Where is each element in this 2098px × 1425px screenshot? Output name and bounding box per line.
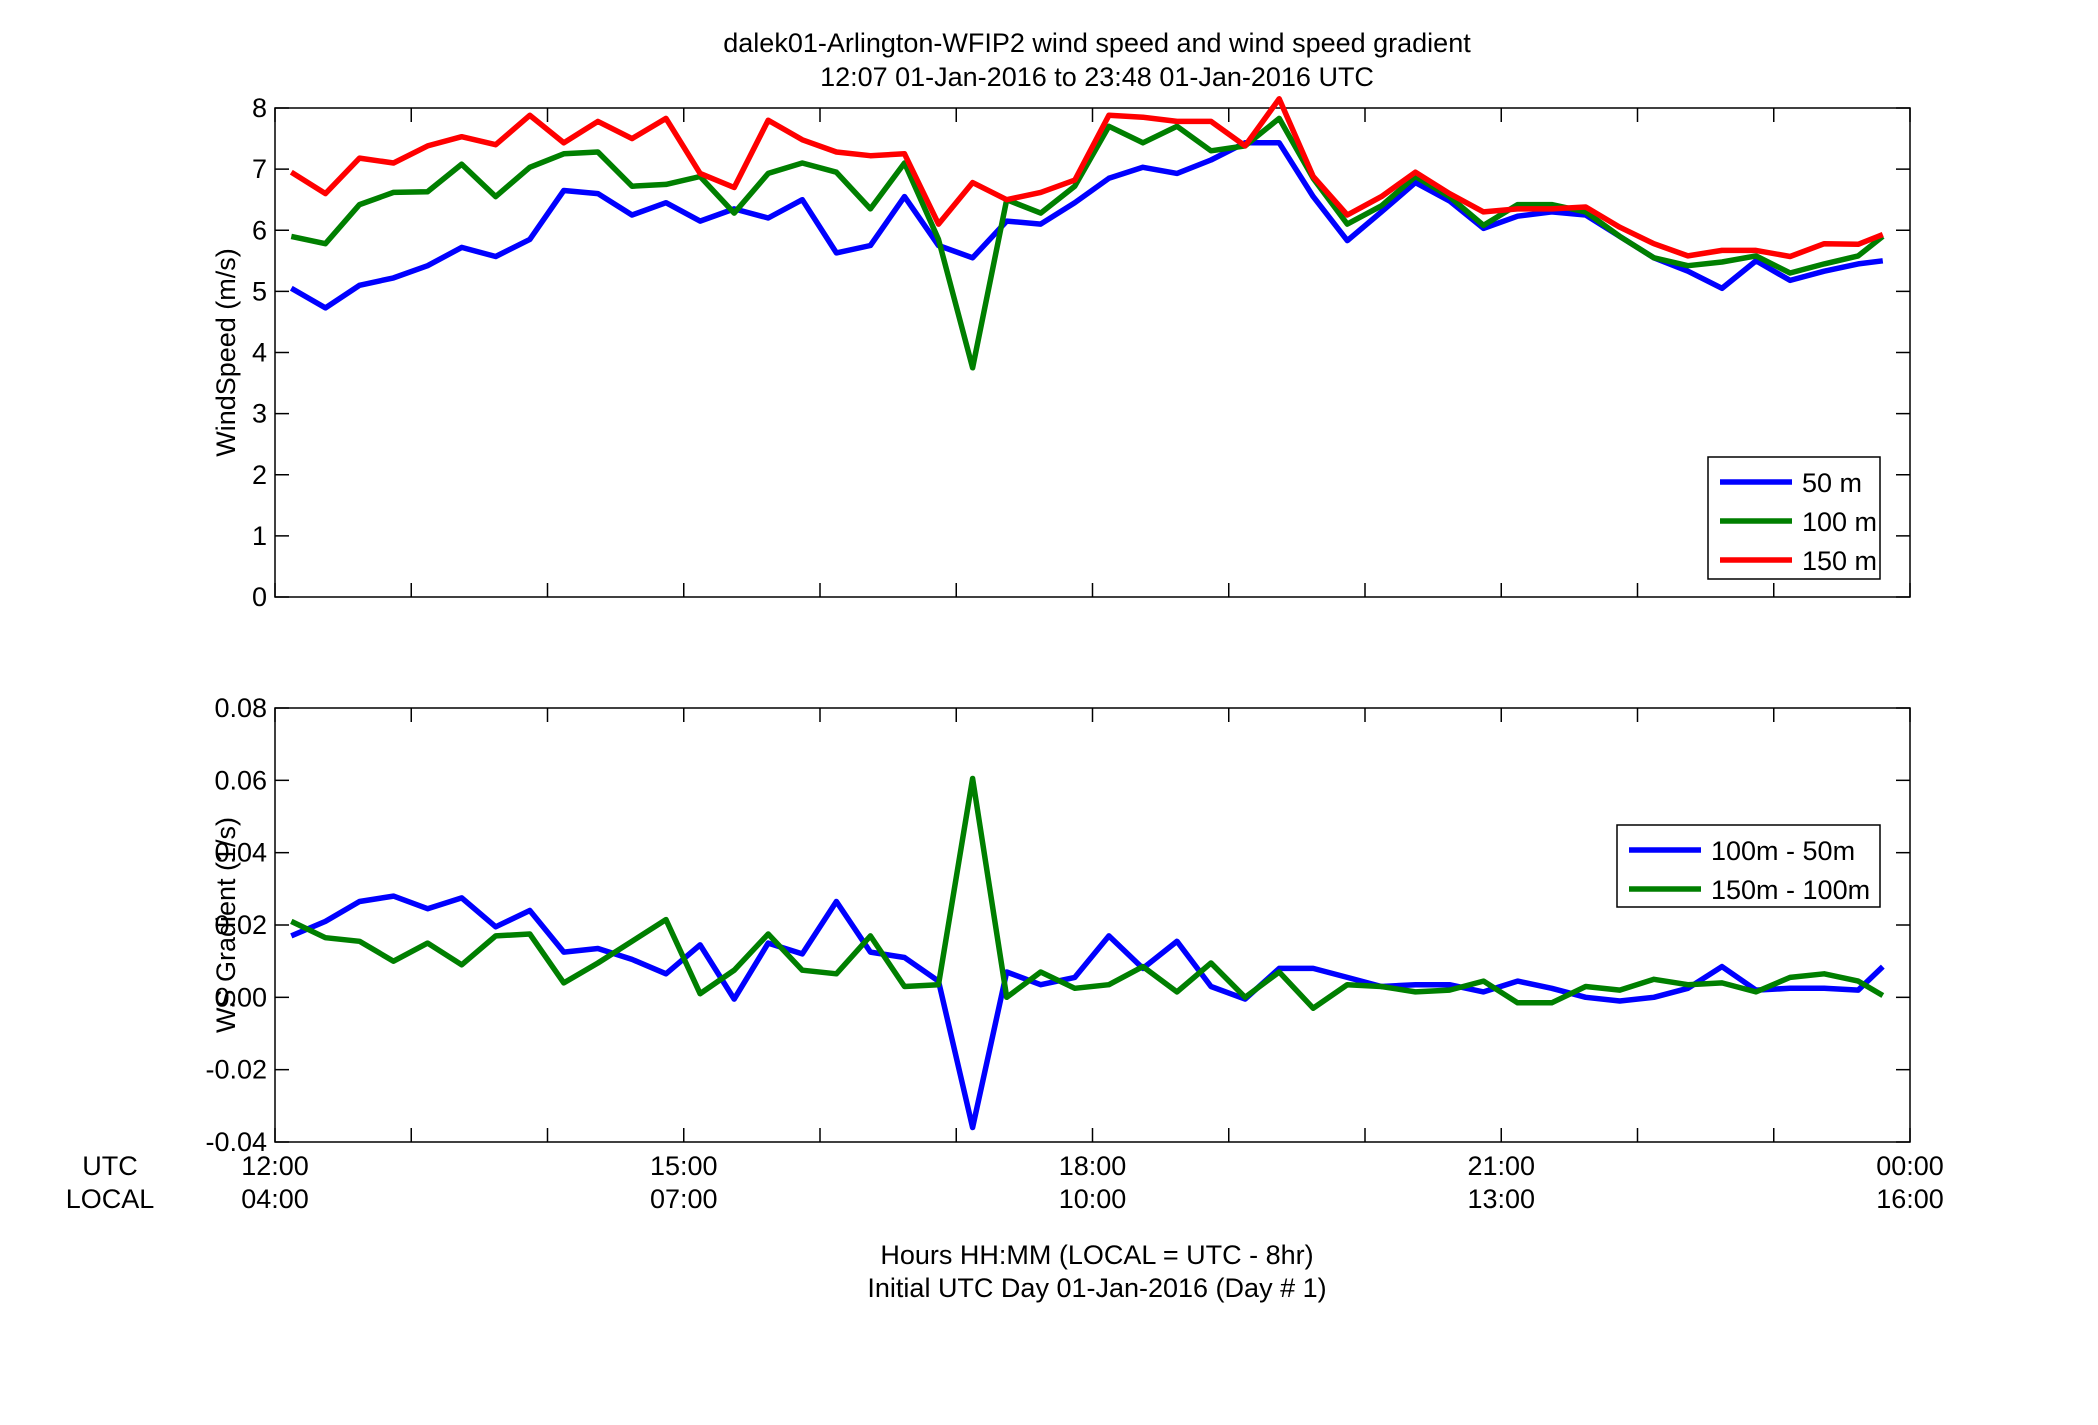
local-tick-label: 16:00 [1876,1184,1944,1214]
wind-speed-panel: 0 1 2 3 4 5 6 7 8 WindSpeed (m/s) 50 m 100 m 150 m [211,93,1911,612]
chart-title-line1: dalek01-Arlington-WFIP2 wind speed and w… [723,28,1471,58]
speed-y-tick-label: 8 [252,93,267,123]
local-row-label: LOCAL [66,1184,155,1214]
gradient-series-line-1 [290,893,1885,1131]
speed-y-tick-label: 4 [252,338,267,368]
speed-y-tick-label: 0 [252,582,267,612]
local-tick-label: 10:00 [1059,1184,1127,1214]
utc-row-label: UTC [82,1151,138,1181]
gradient-y-tick-label: 0.04 [214,838,267,868]
gradient-y-tick-label: -0.02 [205,1055,267,1085]
speed-y-tick-label: 6 [252,215,267,245]
gradient-y-tick-label: 0.02 [214,910,267,940]
gradient-y-tick-label: 0.06 [214,765,267,795]
gradient-y-axis-label: WS Gradient (1/s) [211,817,241,1033]
speed-series-line-2 [290,115,1885,371]
speed-plot-area [274,107,1911,598]
local-tick-label: 13:00 [1467,1184,1535,1214]
speed-y-tick-label: 5 [252,276,267,306]
wind-gradient-panel: -0.04 -0.02 0.00 0.02 0.04 0.06 0.08 WS Gradien… [205,693,1911,1157]
speed-series-line-3 [289,96,1884,260]
gradient-y-tick-label: -0.04 [205,1127,267,1157]
x-axis-label-line1: Hours HH:MM (LOCAL = UTC - 8hr) [880,1240,1313,1270]
utc-tick-label: 12:00 [241,1151,309,1181]
speed-legend-label: 100 m [1802,507,1877,537]
gradient-legend: 100m - 50m 150m - 100m [1616,824,1881,908]
local-tick-label: 07:00 [650,1184,718,1214]
speed-legend-label: 50 m [1802,468,1862,498]
speed-y-tick-label: 3 [252,399,267,429]
chart-title-line2: 12:07 01-Jan-2016 to 23:48 01-Jan-2016 U… [820,62,1374,92]
time-axis-labels: 12:00 15:00 18:00 21:00 00:00 04:00 07:00 10:00… [241,1151,1944,1214]
speed-y-tick-label: 1 [252,521,267,551]
utc-tick-label: 15:00 [650,1151,718,1181]
local-tick-label: 04:00 [241,1184,309,1214]
speed-y-axis-label: WindSpeed (m/s) [211,248,241,457]
speed-y-tick-label: 2 [252,460,267,490]
gradient-legend-label: 150m - 100m [1711,875,1870,905]
utc-tick-label: 21:00 [1467,1151,1535,1181]
gradient-y-tick-label: 0.00 [214,982,267,1012]
gradient-y-tick-label: 0.08 [214,693,267,723]
speed-legend-label: 150 m [1802,546,1877,576]
gradient-legend-box [1616,824,1881,908]
x-axis-label-line2: Initial UTC Day 01-Jan-2016 (Day # 1) [867,1273,1326,1303]
speed-y-tick-label: 7 [252,154,267,184]
gradient-series-line-2 [290,775,1885,1011]
utc-tick-label: 00:00 [1876,1151,1944,1181]
utc-tick-label: 18:00 [1059,1151,1127,1181]
gradient-plot-area [274,707,1911,1143]
speed-legend: 50 m 100 m 150 m [1707,456,1881,580]
gradient-legend-label: 100m - 50m [1711,836,1855,866]
